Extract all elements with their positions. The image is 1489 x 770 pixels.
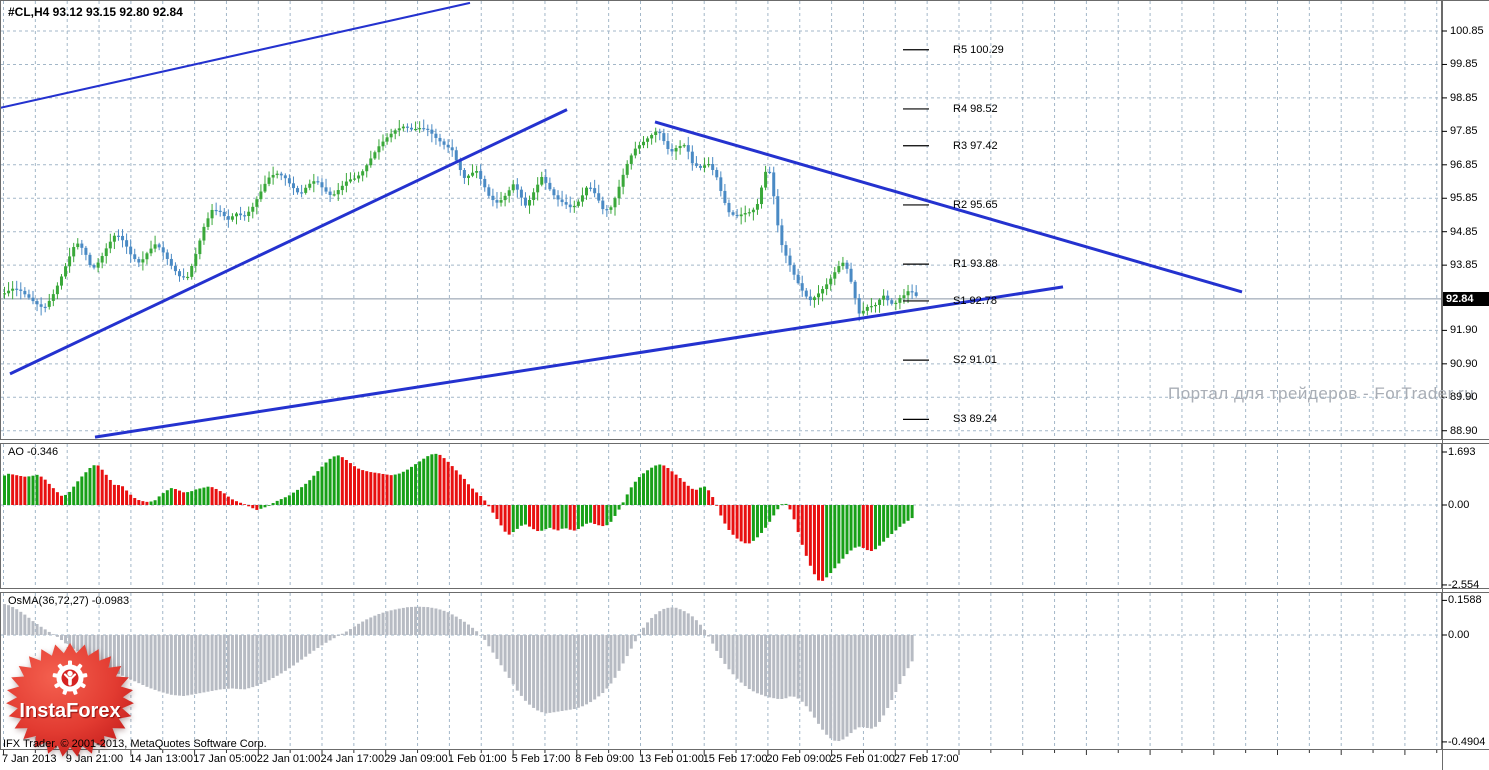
trendline-1[interactable]: [0, 1, 471, 109]
time-axis-label: 1 Feb 01:00: [447, 753, 507, 765]
osma-axis-label: 0.00: [1448, 629, 1470, 641]
ao-axis-label: -2.554: [1448, 578, 1480, 591]
instaforex-label: InstaForex: [19, 700, 121, 722]
chart-title: #CL,H4 93.12 93.15 92.80 92.84: [8, 5, 183, 19]
price-axis-label: 89.90: [1450, 391, 1478, 404]
osma-axis-label: -0.4904: [1448, 735, 1486, 748]
time-axis-label: 5 Feb 17:00: [511, 753, 571, 765]
time-axis-label: 20 Feb 09:00: [766, 753, 832, 765]
ao-histogram: [3, 453, 914, 581]
time-axis-label: 22 Jan 01:00: [256, 753, 321, 765]
candlestick-series: [3, 119, 918, 322]
price-axis-label: 91.90: [1450, 324, 1478, 337]
pivot-level-label: S1 92.78: [953, 294, 998, 307]
price-axis-label: 98.85: [1450, 91, 1478, 104]
osma-axis-label: 0.1588: [1448, 594, 1482, 607]
price-axis-label: 88.90: [1450, 424, 1478, 437]
pivot-level-label: R2 95.65: [953, 198, 998, 211]
price-axis-label: 99.85: [1450, 58, 1478, 71]
osma-histogram: [3, 604, 914, 742]
time-axis-label: 8 Feb 09:00: [575, 753, 635, 765]
ao-axis-label: 1.693: [1448, 446, 1476, 458]
trendline-4[interactable]: [654, 120, 1243, 294]
price-axis-label: 90.90: [1450, 357, 1478, 370]
ao-panel-surface[interactable]: [0, 443, 1442, 589]
osma-panel-surface[interactable]: [0, 592, 1442, 750]
price-axis-label: 95.85: [1450, 192, 1478, 205]
price-axis-label: 94.85: [1450, 225, 1478, 238]
pivot-level-label: S3 89.24: [953, 413, 998, 426]
copyright-text: IFX Trader, © 2001-2013, MetaQuotes Soft…: [3, 738, 267, 750]
price-axis-label: 96.85: [1450, 158, 1478, 171]
time-axis-label: 25 Feb 01:00: [830, 753, 895, 765]
trendlines[interactable]: [0, 1, 1243, 439]
time-axis-label: 17 Jan 05:00: [193, 753, 257, 765]
pivot-level-label: R4 98.52: [953, 102, 998, 115]
time-axis-label: 13 Feb 01:00: [639, 753, 704, 765]
pivot-level-label: R1 93.88: [953, 258, 998, 271]
time-axis-label: 9 Jan 21:00: [65, 753, 124, 765]
current-price-tag: 92.84: [1443, 291, 1489, 306]
price-axis-label: 93.85: [1450, 259, 1478, 272]
pivot-level-label: S2 91.01: [953, 354, 998, 367]
time-axis-label: 15 Feb 17:00: [702, 753, 768, 765]
time-axis-label: 27 Feb 17:00: [893, 753, 959, 765]
instaforex-badge: InstaForex: [4, 640, 136, 762]
fortrader-watermark: Портал для трейдеров - ForTrader.ru: [1168, 384, 1475, 403]
price-axis-label: 100.85: [1450, 25, 1484, 37]
trendline-3[interactable]: [94, 285, 1064, 439]
ao-axis-label: 0.00: [1448, 499, 1470, 511]
time-axis-label: 14 Jan 13:00: [129, 753, 194, 765]
trendline-2[interactable]: [9, 108, 568, 376]
osma-indicator-label: OsMA(36,72,27) -0.0983: [8, 595, 130, 607]
price-panel-surface[interactable]: [0, 0, 1442, 440]
price-axis-label: 97.85: [1450, 125, 1478, 138]
pivot-level-label: R5 100.29: [953, 43, 1004, 56]
time-axis-label: 29 Jan 09:00: [384, 753, 448, 765]
pivot-level-label: R3 97.42: [953, 139, 998, 152]
time-axis-label: 24 Jan 17:00: [320, 753, 385, 765]
ao-indicator-label: AO -0.346: [8, 446, 59, 458]
instaforex-gear-icon: [52, 660, 88, 695]
instaforex-star-icon: [6, 643, 134, 757]
time-axis-label: 7 Jan 2013: [2, 753, 57, 765]
